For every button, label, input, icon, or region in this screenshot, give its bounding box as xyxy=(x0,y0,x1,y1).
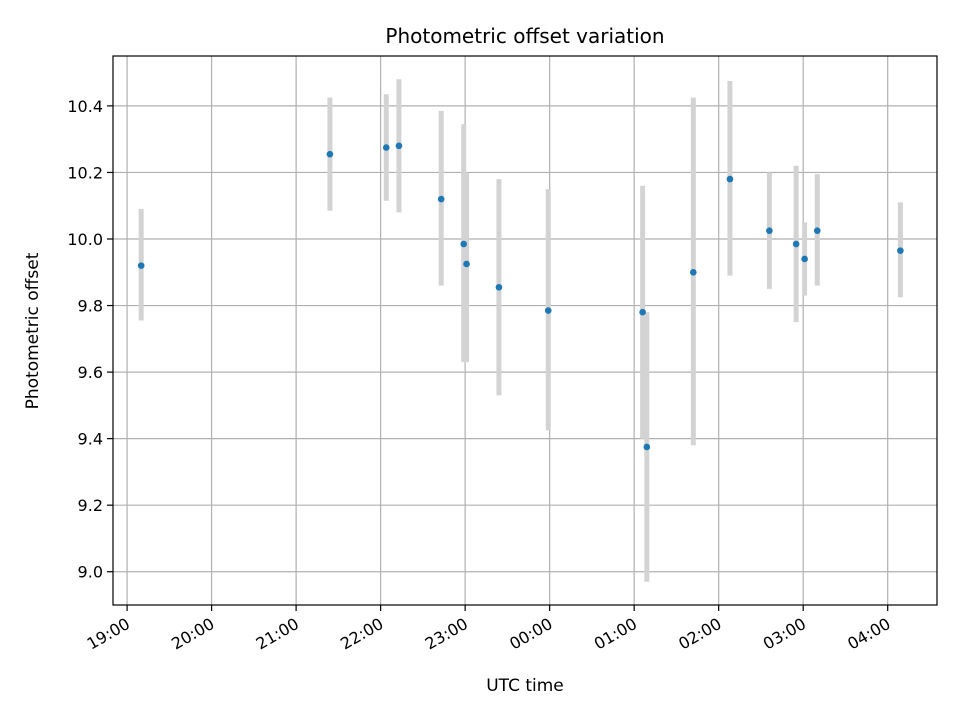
y-tick-label: 9.4 xyxy=(78,430,103,449)
data-point xyxy=(463,260,470,268)
data-point xyxy=(395,142,403,150)
data-point xyxy=(766,227,773,234)
data-point xyxy=(639,308,646,316)
data-point xyxy=(460,240,468,248)
data-point xyxy=(897,247,904,254)
data-points xyxy=(137,142,904,451)
y-tick-label: 10.0 xyxy=(67,230,103,249)
data-point xyxy=(137,262,145,269)
chart-title: Photometric offset variation xyxy=(385,24,664,48)
grid xyxy=(113,56,937,605)
data-point xyxy=(382,144,390,151)
plot-frame xyxy=(112,55,938,606)
data-point xyxy=(813,227,821,234)
data-point xyxy=(792,240,800,248)
y-tick-label: 9.0 xyxy=(78,563,103,582)
y-tick-label: 10.2 xyxy=(67,163,103,182)
y-axis-ticks: 9.0 9.2 9.4 9.6 9.8 10.0 10.2 10.4 xyxy=(67,97,113,582)
data-point xyxy=(437,195,445,203)
data-point xyxy=(495,283,503,291)
y-tick-label: 10.4 xyxy=(67,97,103,116)
y-tick-label: 9.6 xyxy=(78,363,103,382)
y-tick-label: 9.2 xyxy=(78,496,103,515)
data-point xyxy=(643,443,651,451)
data-point xyxy=(690,268,697,276)
data-point xyxy=(326,150,334,158)
data-point xyxy=(726,175,734,183)
data-point xyxy=(544,307,552,314)
x-axis-label: UTC time xyxy=(486,676,564,696)
data-point xyxy=(801,255,808,263)
y-axis-label: Photometric offset xyxy=(23,252,43,409)
y-tick-label: 9.8 xyxy=(78,297,103,316)
